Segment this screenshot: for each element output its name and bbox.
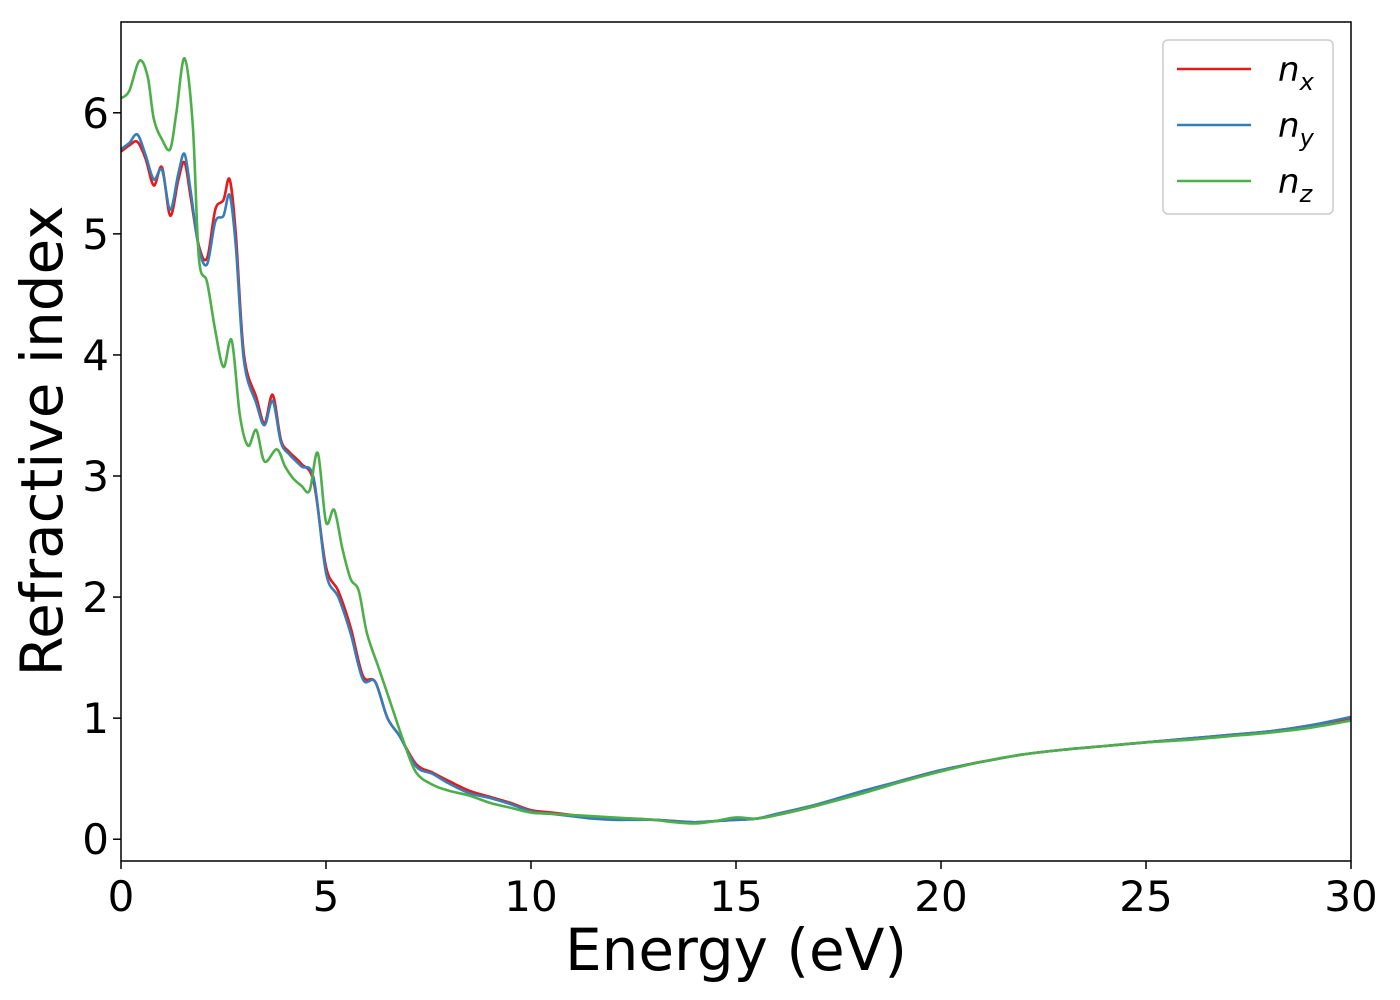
x-tick-label: 10: [504, 872, 557, 921]
x-tick-label: 30: [1324, 872, 1377, 921]
x-axis-label: Energy (eV): [565, 916, 907, 984]
series-line-x: [121, 139, 1351, 824]
x-tick-label: 0: [108, 872, 135, 921]
legend-label-sub: x: [1299, 68, 1315, 96]
y-tick-label: 3: [82, 452, 109, 501]
x-axis: 0 5 10 15 20 25 30: [108, 861, 1378, 921]
legend-label-x: nx: [1278, 50, 1315, 96]
legend-label-base: n: [1278, 162, 1300, 202]
legend-label-sub: z: [1299, 180, 1314, 208]
legend-label-z: nz: [1278, 162, 1314, 208]
legend-box: [1162, 39, 1334, 215]
x-tick-label: 15: [709, 872, 762, 921]
x-tick-label: 5: [313, 872, 340, 921]
legend-label-sub: y: [1299, 124, 1315, 152]
y-tick-label: 1: [82, 694, 109, 743]
y-tick-label: 4: [82, 331, 109, 380]
series-layer: [121, 57, 1351, 825]
series-line-z: [121, 57, 1351, 825]
x-tick-label: 20: [914, 872, 967, 921]
x-tick-label: 25: [1119, 872, 1172, 921]
y-axis-label: Refractive index: [8, 205, 76, 676]
y-tick-label: 2: [82, 573, 109, 622]
legend-label-y: ny: [1278, 106, 1315, 152]
y-tick-label: 6: [82, 89, 109, 138]
y-tick-label: 0: [82, 815, 109, 864]
y-axis: 0 1 2 3 4 5 6: [82, 89, 121, 864]
y-tick-label: 5: [82, 210, 109, 259]
legend-label-base: n: [1278, 106, 1300, 146]
legend-label-base: n: [1278, 50, 1300, 90]
series-line-y: [121, 132, 1351, 824]
